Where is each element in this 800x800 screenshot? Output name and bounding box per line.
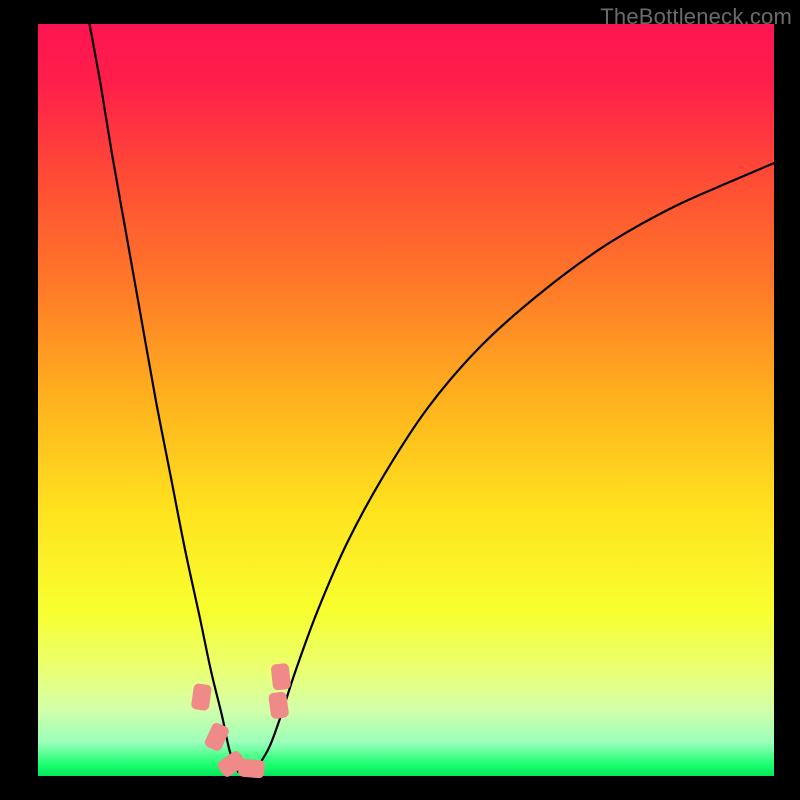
marker-3 [238,758,265,778]
watermark-text: TheBottleneck.com [600,4,792,30]
marker-4 [268,691,289,719]
marker-0 [191,683,212,711]
marker-5 [271,663,292,691]
plot-background-gradient [38,24,774,776]
chart-container: TheBottleneck.com [0,0,800,800]
bottleneck-chart [0,0,800,800]
